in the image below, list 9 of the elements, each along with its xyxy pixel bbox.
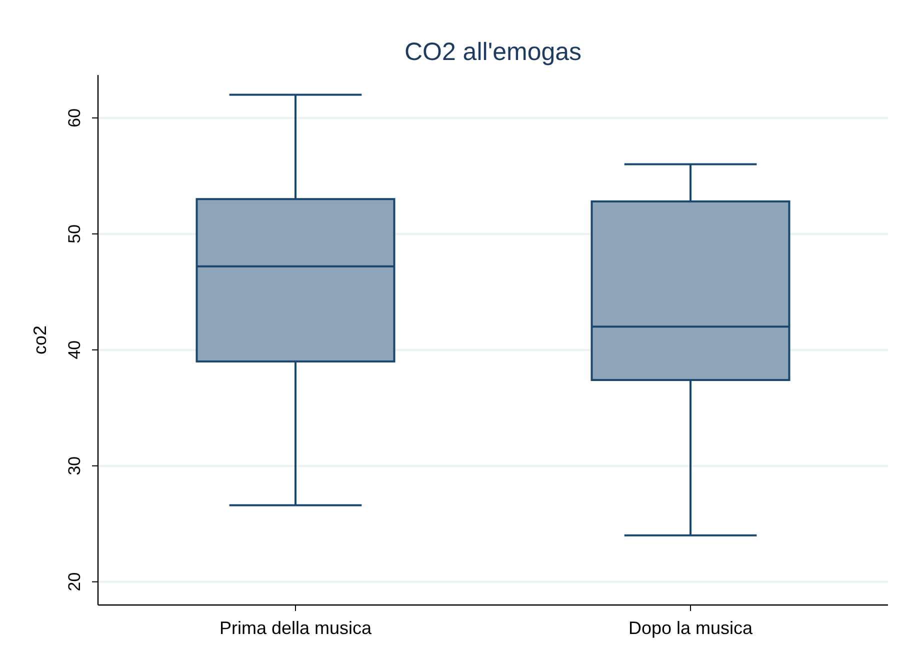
x-tick-label: Prima della musica bbox=[219, 618, 373, 638]
x-tick-label: Dopo la musica bbox=[628, 618, 754, 638]
y-tick-label: 50 bbox=[65, 224, 84, 244]
y-tick-label: 20 bbox=[65, 572, 84, 592]
y-tick-label: 40 bbox=[65, 340, 84, 360]
chart-title: CO2 all'emogas bbox=[404, 38, 582, 66]
y-axis-title: co2 bbox=[30, 325, 50, 355]
y-tick-label: 30 bbox=[65, 456, 84, 476]
y-tick-label: 60 bbox=[65, 108, 84, 128]
